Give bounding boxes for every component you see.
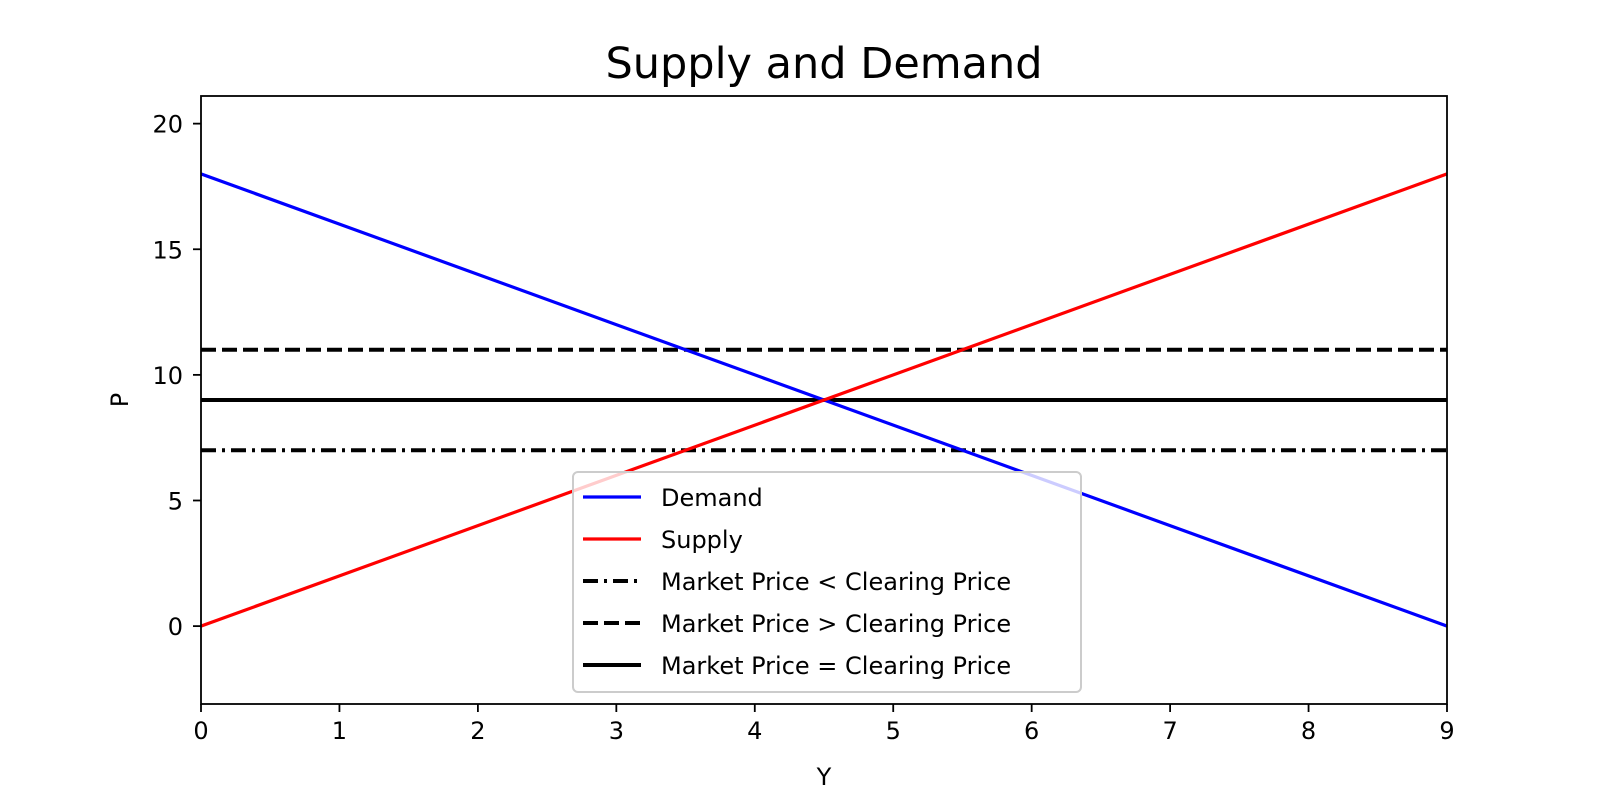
y-tick-label: 5	[168, 487, 183, 515]
x-axis-label: Y	[816, 763, 832, 791]
x-tick-label: 2	[470, 717, 485, 745]
legend-label: Demand	[661, 484, 763, 512]
y-tick-label: 10	[152, 362, 183, 390]
x-tick-label: 4	[747, 717, 762, 745]
x-tick-label: 5	[886, 717, 901, 745]
legend-label: Market Price < Clearing Price	[661, 568, 1011, 596]
series-line-supply	[201, 172, 1447, 628]
y-tick-label: 0	[168, 613, 183, 641]
plot-frame	[200, 95, 1448, 705]
x-tick-label: 0	[193, 717, 208, 745]
y-tick-label: 20	[152, 111, 183, 139]
x-tick-label: 3	[609, 717, 624, 745]
chart-title: Supply and Demand	[605, 39, 1042, 89]
legend-label: Market Price > Clearing Price	[661, 610, 1011, 638]
legend-box	[572, 471, 1082, 693]
y-axis-label: P	[106, 393, 134, 407]
y-tick-label: 15	[152, 236, 183, 264]
x-tick-label: 1	[332, 717, 347, 745]
legend-label: Market Price = Clearing Price	[661, 652, 1011, 680]
x-tick-label: 7	[1162, 717, 1177, 745]
legend-label: Supply	[661, 526, 743, 554]
x-tick-label: 9	[1439, 717, 1454, 745]
x-tick-label: 6	[1024, 717, 1039, 745]
x-tick-label: 8	[1301, 717, 1316, 745]
